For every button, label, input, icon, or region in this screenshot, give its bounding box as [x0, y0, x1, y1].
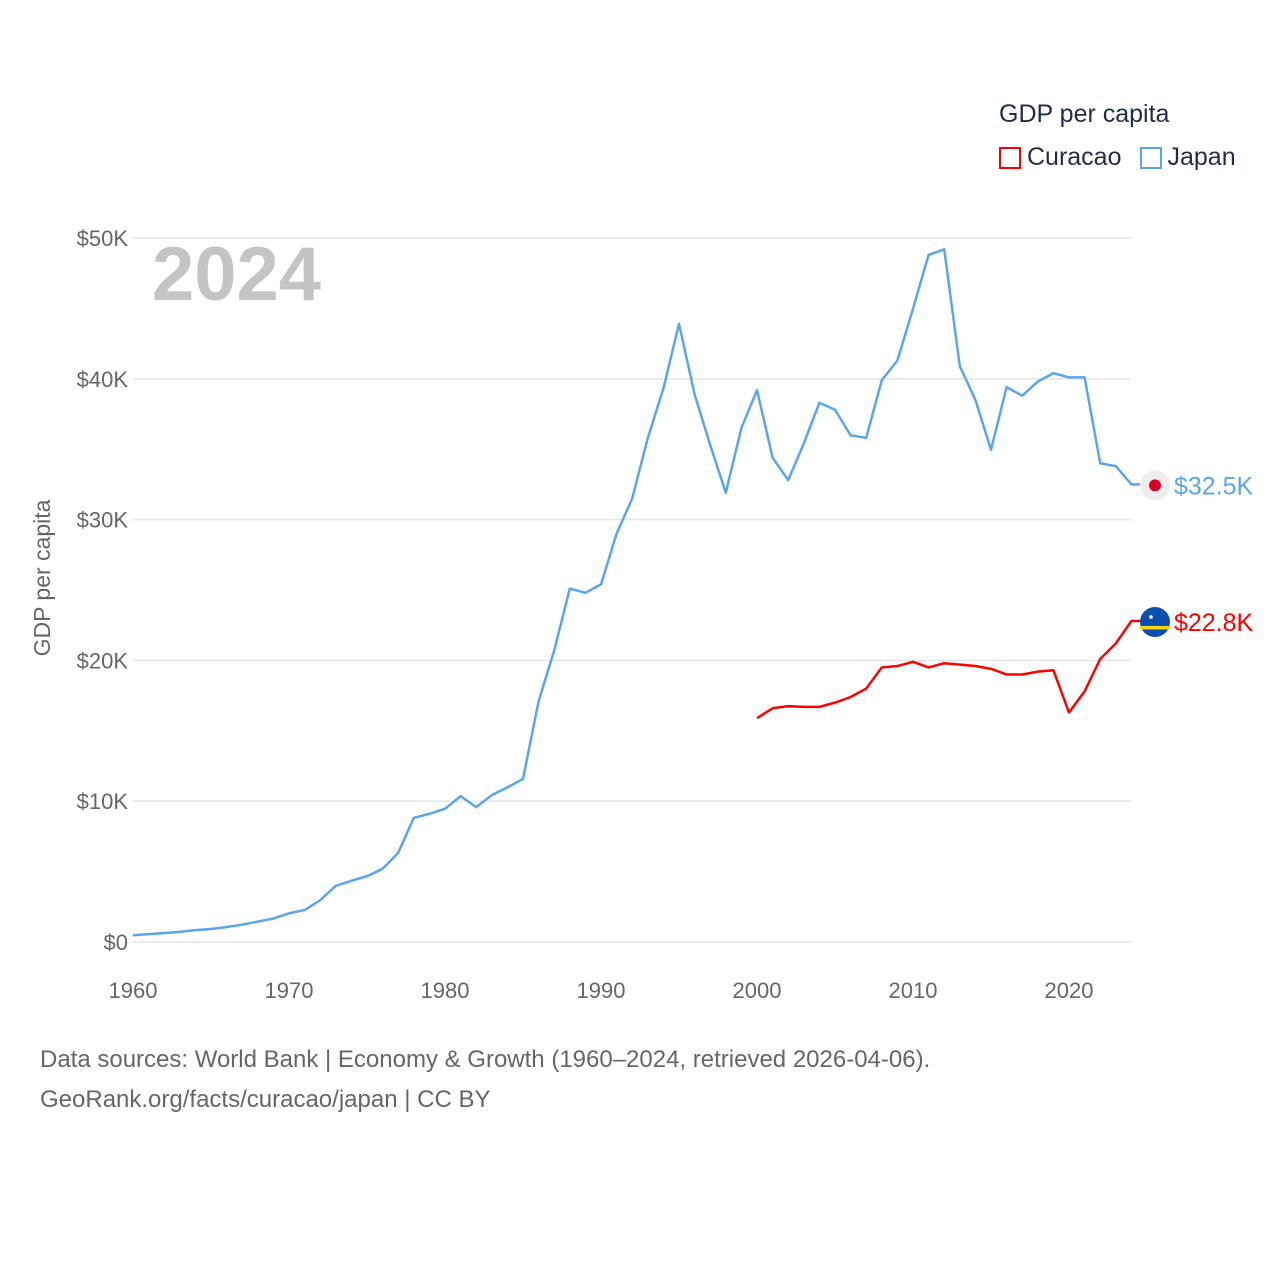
y-tick-label: $40K [77, 367, 129, 392]
series-line-curacao [756, 619, 1141, 720]
year-watermark: 2024 [152, 232, 321, 317]
legend-title: GDP per capita [999, 100, 1170, 128]
grid: $0 $10K $20K $30K $40K $50K 1960 1970 1980 1990 20… [77, 226, 1131, 1003]
legend-item-curacao[interactable]: Curacao [999, 143, 1122, 172]
y-tick-label: $20K [77, 648, 129, 673]
curacao-flag-icon [1140, 606, 1170, 637]
flag-star [1149, 615, 1153, 619]
flag-sun [1149, 479, 1161, 492]
y-tick-label: $50K [77, 226, 129, 251]
legend-item-japan[interactable]: Japan [1139, 143, 1236, 172]
x-tick-label: 2020 [1045, 978, 1094, 1003]
end-value-label: $32.5K [1174, 472, 1254, 500]
x-tick-label: 1980 [421, 978, 470, 1003]
y-axis-label: GDP per capita [29, 499, 55, 656]
footer-sources: Data sources: World Bank | Economy & Gro… [40, 1046, 931, 1073]
legend: Curacao Japan [999, 143, 1236, 172]
y-tick-label: $0 [104, 930, 128, 955]
series-line-japan [132, 248, 1141, 937]
x-tick-label: 2010 [889, 978, 938, 1003]
x-tick-label: 2000 [733, 978, 782, 1003]
legend-label: Curacao [1027, 143, 1122, 171]
legend-label: Japan [1167, 143, 1236, 171]
y-tick-label: $30K [77, 508, 129, 533]
footer-link[interactable]: GeoRank.org/facts/curacao/japan | CC BY [40, 1086, 491, 1113]
x-tick-label: 1960 [109, 978, 158, 1003]
end-value-label: $22.8K [1174, 609, 1254, 637]
legend-swatch [999, 146, 1021, 169]
x-tick-label: 1970 [265, 978, 314, 1003]
legend-swatch [1139, 146, 1162, 169]
y-tick-label: $10K [77, 789, 129, 814]
flag-stripe [1140, 625, 1170, 630]
x-tick-label: 1990 [577, 978, 626, 1003]
